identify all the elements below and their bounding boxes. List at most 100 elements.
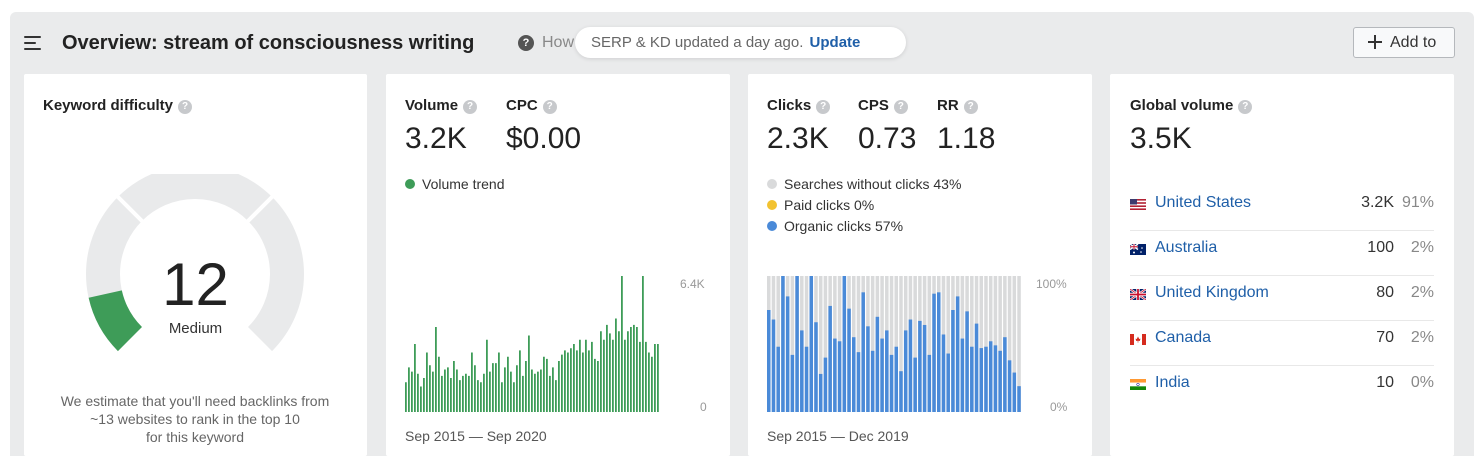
clicks-legend-item: Paid clicks 0% <box>767 197 874 213</box>
organic-clicks-bar <box>790 354 795 412</box>
volume-label-row: Volume? <box>405 97 478 114</box>
plus-icon <box>1368 35 1382 49</box>
organic-clicks-bar-background <box>970 276 974 412</box>
cps-help-icon[interactable]: ? <box>893 100 908 114</box>
country-name[interactable]: Canada <box>1155 329 1212 346</box>
country-percent: 0% <box>1410 374 1434 391</box>
volume-trend-bar <box>477 380 479 412</box>
organic-clicks-bar <box>951 310 955 412</box>
overview-panel: Overview: stream of consciousness writin… <box>10 12 1474 456</box>
country-row-us[interactable]: United States 3.2K 91% <box>1130 186 1434 231</box>
organic-clicks-bar <box>979 348 984 412</box>
organic-clicks-bar-background <box>927 276 932 412</box>
country-row-uk[interactable]: United Kingdom 80 2% <box>1130 276 1434 321</box>
volume-trend-bar <box>531 369 533 412</box>
organic-clicks-bar-background <box>894 276 899 412</box>
volume-trend-bar <box>414 344 416 412</box>
organic-clicks-bar <box>814 322 818 412</box>
organic-clicks-bar <box>870 350 875 412</box>
country-name[interactable]: Australia <box>1155 239 1218 256</box>
cpc-value: $0.00 <box>506 122 582 155</box>
volume-trend-bar <box>576 350 578 412</box>
volume-trend-bar <box>489 371 491 412</box>
cpc-help-icon[interactable]: ? <box>542 100 557 114</box>
organic-clicks-bar <box>913 357 917 412</box>
rr-help-icon[interactable]: ? <box>963 100 978 114</box>
volume-trend-bar <box>417 373 419 412</box>
organic-clicks-bar <box>880 338 884 412</box>
volume-trend-bar <box>582 352 584 412</box>
organic-clicks-bar <box>899 371 903 412</box>
organic-clicks-bar <box>785 296 790 412</box>
country-row-in[interactable]: India 10 0% <box>1130 366 1434 411</box>
volume-trend-bar <box>432 371 434 412</box>
volume-trend-bar <box>621 276 623 412</box>
organic-clicks-bar-background <box>998 276 1002 412</box>
volume-trend-bar <box>615 318 617 412</box>
update-link[interactable]: Update <box>809 34 861 51</box>
how-link[interactable]: How <box>542 34 575 51</box>
organic-clicks-bar <box>1012 372 1017 412</box>
rr-label: RR <box>937 97 959 114</box>
add-to-button[interactable]: Add to <box>1353 27 1455 58</box>
serp-update-notice: SERP & KD updated a day ago. Update <box>575 27 906 58</box>
country-name[interactable]: United Kingdom <box>1155 284 1269 301</box>
organic-clicks-bar <box>800 330 804 412</box>
no-clicks-dot <box>767 179 777 189</box>
volume-trend-bar <box>645 341 647 412</box>
organic-clicks-bar <box>998 350 1002 412</box>
cpc-label-row: CPC? <box>506 97 557 114</box>
volume-trend-bar <box>408 367 410 412</box>
volume-trend-bar <box>450 378 452 412</box>
organic-clicks-bar-background <box>979 276 984 412</box>
organic-clicks-bar <box>804 346 809 412</box>
country-row-ca[interactable]: Canada 70 2% <box>1130 321 1434 366</box>
organic-clicks-bar <box>852 337 856 412</box>
organic-clicks-bar <box>767 310 771 412</box>
volume-trend-bar <box>585 339 587 412</box>
volume-trend-bar <box>435 327 437 412</box>
organic-clicks-bar <box>1007 360 1012 412</box>
volume-trend-chart[interactable] <box>405 276 660 412</box>
organic-clicks-bar-background <box>804 276 809 412</box>
organic-clicks-bar-background <box>790 276 795 412</box>
volume-trend-bar <box>507 356 509 412</box>
organic-clicks-bar <box>974 323 979 412</box>
clicks-legend-item: Organic clicks 57% <box>767 218 903 234</box>
volume-trend-bar <box>420 386 422 412</box>
volume-help-icon[interactable]: ? <box>463 100 478 114</box>
organic-clicks-bar <box>955 296 960 412</box>
help-icon[interactable]: ? <box>518 35 534 51</box>
volume-trend-bar <box>624 339 626 412</box>
volume-trend-bar <box>474 365 476 412</box>
country-name[interactable]: India <box>1155 374 1190 391</box>
volume-trend-bar <box>588 350 590 412</box>
organic-clicks-bar <box>988 341 993 412</box>
volume-trend-bar <box>426 352 428 412</box>
organic-clicks-bar <box>875 316 880 412</box>
kd-help-icon[interactable]: ? <box>178 100 193 114</box>
organic-clicks-bar-background <box>946 276 950 412</box>
country-volume: 80 <box>1376 284 1394 301</box>
country-name[interactable]: United States <box>1155 194 1252 211</box>
clicks-date-range: Sep 2015 — Dec 2019 <box>767 428 909 444</box>
clicks-legend-label: Paid clicks 0% <box>784 197 875 213</box>
volume-trend-bar <box>600 331 602 412</box>
kd-label-row: Keyword difficulty? <box>43 97 193 114</box>
global-volume-help-icon[interactable]: ? <box>1238 100 1253 114</box>
volume-trend-bar <box>513 382 515 412</box>
country-row-au[interactable]: Australia 100 2% <box>1130 231 1434 276</box>
clicks-chart[interactable] <box>767 276 1022 412</box>
kd-estimate-line: We estimate that you'll need backlinks f… <box>60 393 330 409</box>
organic-clicks-bar-background <box>856 276 861 412</box>
volume-trend-bar <box>612 339 614 412</box>
clicks-label: Clicks <box>767 97 812 114</box>
au-flag-icon <box>1130 244 1146 255</box>
organic-clicks-bar-background <box>993 276 998 412</box>
menu-icon[interactable] <box>24 36 41 50</box>
volume-trend-bar <box>543 356 545 412</box>
country-percent: 2% <box>1410 284 1434 301</box>
global-volume-card: Global volume? 3.5K United States 3.2K 9… <box>1110 74 1454 456</box>
volume-trend-bar <box>570 348 572 412</box>
clicks-help-icon[interactable]: ? <box>816 100 831 114</box>
